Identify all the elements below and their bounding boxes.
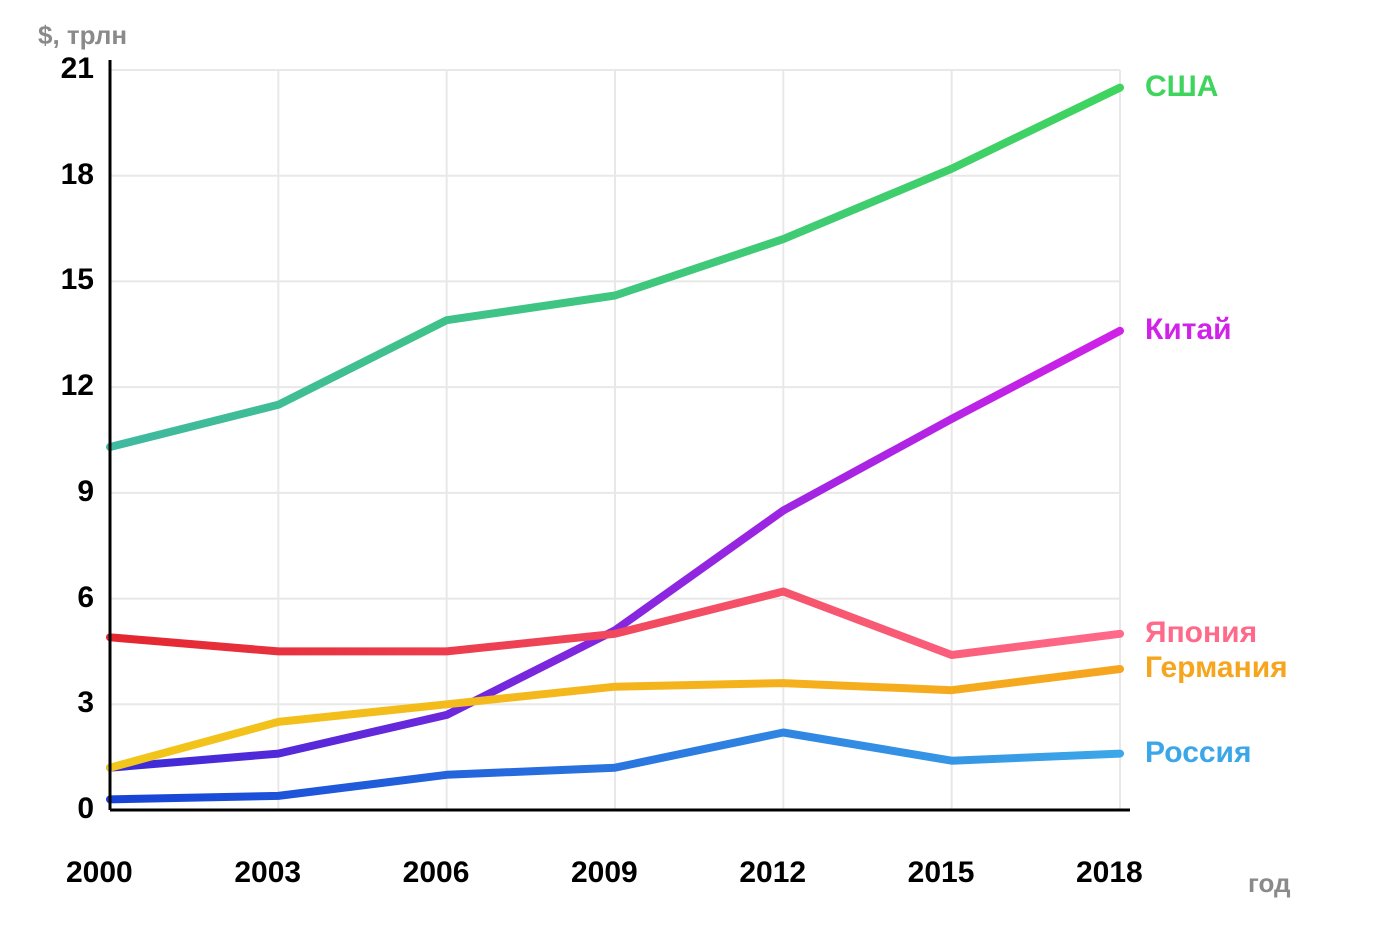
- x-tick: 2000: [66, 856, 133, 890]
- y-tick: 15: [61, 263, 94, 297]
- y-tick: 9: [77, 475, 94, 509]
- x-tick: 2009: [571, 856, 638, 890]
- x-tick: 2012: [739, 856, 806, 890]
- series-label-Россия: Россия: [1145, 736, 1252, 770]
- series-label-Китай: Китай: [1145, 313, 1232, 347]
- x-tick: 2003: [234, 856, 301, 890]
- y-tick: 12: [61, 369, 94, 403]
- y-tick: 18: [61, 158, 94, 192]
- x-tick: 2006: [403, 856, 470, 890]
- gdp-line-chart: $, трлн год 036912151821 200020032006200…: [0, 0, 1400, 928]
- series-label-Япония: Япония: [1145, 616, 1257, 650]
- y-tick: 3: [77, 686, 94, 720]
- y-tick: 0: [77, 792, 94, 826]
- x-tick: 2018: [1076, 856, 1143, 890]
- y-tick: 21: [61, 52, 94, 86]
- series-label-Германия: Германия: [1145, 651, 1288, 685]
- series-label-США: США: [1145, 70, 1218, 104]
- chart-svg: [0, 0, 1400, 928]
- x-tick: 2015: [908, 856, 975, 890]
- y-tick: 6: [77, 581, 94, 615]
